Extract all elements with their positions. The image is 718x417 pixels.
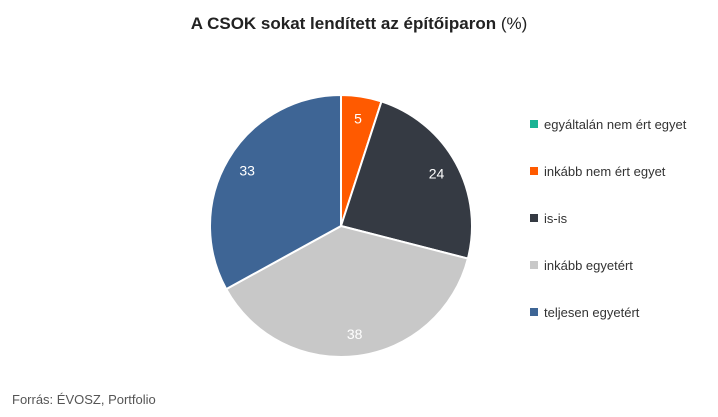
pie-slice-2	[339, 100, 473, 260]
legend-swatch	[530, 214, 538, 222]
slice-value-label-3: 38	[347, 326, 363, 342]
legend-label: is-is	[544, 210, 568, 226]
legend-item-2: is-is	[530, 210, 686, 226]
legend-item-1: inkább nem ért egyet	[530, 163, 686, 179]
legend-item-3: inkább egyetért	[530, 257, 686, 273]
legend-label: inkább egyetért	[544, 257, 633, 273]
legend-label: egyáltalán nem ért egyet	[544, 116, 687, 132]
legend-item-0: egyáltalán nem ért egyet	[530, 116, 686, 132]
pie-slice-3	[224, 224, 470, 358]
source-note: Forrás: ÉVOSZ, Portfolio	[12, 392, 156, 407]
slice-value-label-4: 33	[239, 163, 255, 179]
slice-value-label-1: 5	[354, 110, 362, 126]
legend-item-4: teljesen egyetért	[530, 304, 686, 320]
legend-swatch	[530, 261, 538, 269]
legend-swatch	[530, 167, 538, 175]
pie-slice-4	[209, 93, 342, 291]
chart-title-unit: (%)	[500, 14, 528, 33]
legend-label: teljesen egyetért	[544, 304, 640, 320]
legend-label: inkább nem ért egyet	[544, 163, 666, 179]
chart-legend: egyáltalán nem ért egyet inkább nem ért e…	[530, 116, 686, 351]
chart-title: A CSOK sokat lendített az építőiparon (%…	[0, 14, 718, 34]
legend-swatch	[530, 308, 538, 316]
chart-title-text: A CSOK sokat lendített az építőiparon	[190, 14, 497, 33]
legend-swatch	[530, 120, 538, 128]
slice-value-label-2: 24	[429, 165, 445, 181]
